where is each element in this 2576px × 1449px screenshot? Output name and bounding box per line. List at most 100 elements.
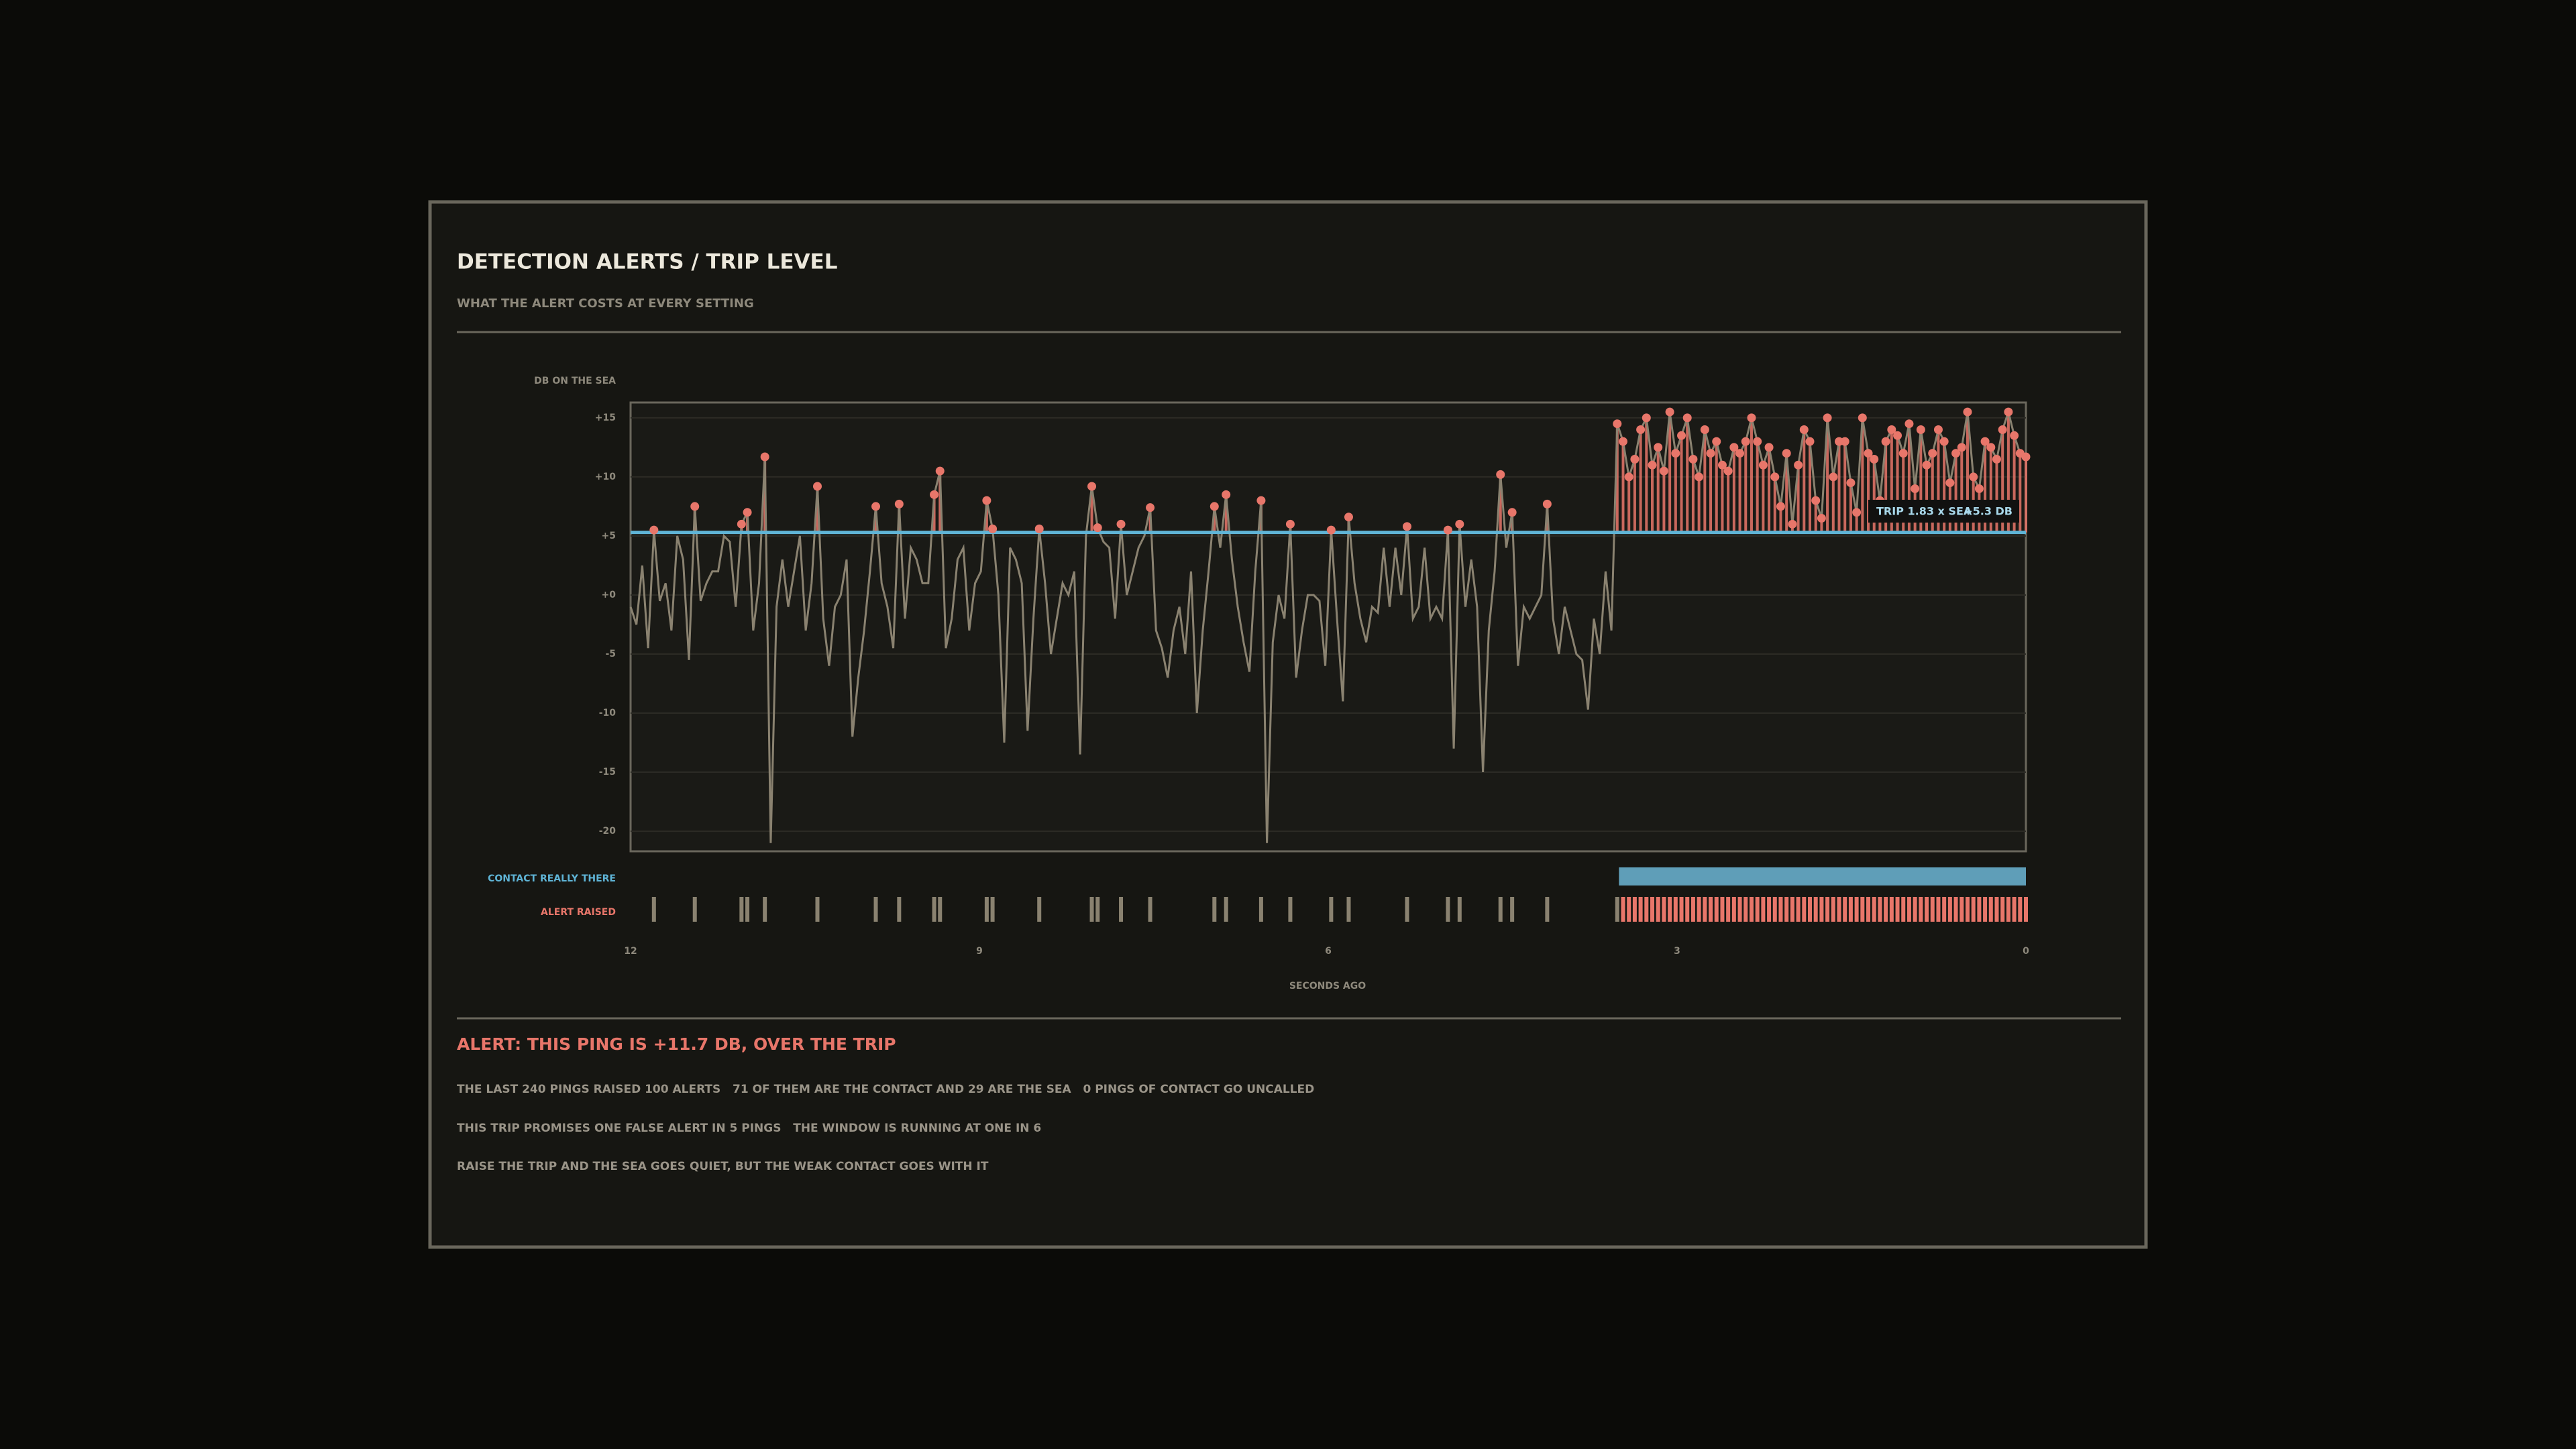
trip-value: +5.3 DB	[1964, 505, 2012, 518]
alert-dot	[1455, 519, 1464, 529]
alert-tick	[1656, 897, 1660, 922]
alert-dot	[1870, 455, 1879, 464]
alert-tick	[1726, 897, 1731, 922]
alert-tick	[1988, 897, 1993, 922]
alert-dot	[1642, 413, 1651, 423]
alert-dot	[1402, 522, 1411, 531]
alert-dot	[1998, 425, 2007, 434]
alert-dot	[1823, 413, 1832, 423]
alert-tick	[1258, 897, 1263, 922]
alert-dot	[1992, 455, 2001, 464]
alert-tick	[873, 897, 878, 922]
alert-dot	[1613, 419, 1622, 429]
alert-dot	[1951, 449, 1961, 458]
alert-dot	[812, 482, 822, 491]
alert-tick	[2006, 897, 2010, 922]
alert-dot	[1222, 490, 1231, 499]
alert-dot	[1093, 523, 1102, 533]
alert-tick	[1947, 897, 1952, 922]
alert-dot	[1146, 503, 1155, 513]
alert-dot	[1753, 437, 1762, 446]
alert-tick	[1545, 897, 1550, 922]
alert-dot	[1758, 460, 1768, 470]
alert-dot	[1087, 482, 1097, 491]
alert-tick	[1965, 897, 1970, 922]
alert-tick	[1790, 897, 1794, 922]
alert-dot	[1957, 443, 1966, 452]
alert-tick	[1872, 897, 1876, 922]
alert-tick	[1994, 897, 1999, 922]
alert-dot	[1764, 443, 1774, 452]
alert-tick	[1346, 897, 1351, 922]
alert-tick	[1813, 897, 1818, 922]
alert-dot	[760, 452, 769, 462]
alert-dot	[1945, 478, 1955, 488]
alert-tick	[1638, 897, 1643, 922]
y-tick-label: -5	[605, 649, 616, 659]
y-tick-label: -20	[599, 826, 616, 837]
alert-dot	[1256, 496, 1266, 505]
alert-dot	[1285, 519, 1295, 529]
alert-dot	[982, 496, 991, 505]
alert-tick	[1837, 897, 1841, 922]
plot-area	[629, 401, 2027, 853]
alert-tick	[1884, 897, 1888, 922]
alert-dot	[1887, 425, 1896, 434]
alert-tick	[692, 897, 697, 922]
alert-dot	[1344, 513, 1353, 522]
alert-tick	[1778, 897, 1783, 922]
note: THIS TRIP PROMISES ONE FALSE ALERT IN 5 …	[457, 1122, 1041, 1135]
alert-tick	[1960, 897, 1964, 922]
alert-tick	[1936, 897, 1941, 922]
alert-dot	[1741, 437, 1750, 446]
alert-dot	[1939, 437, 1949, 446]
x-tick-label: 9	[976, 946, 983, 957]
alert-tick	[1288, 897, 1293, 922]
title: DETECTION ALERTS / TRIP LEVEL	[457, 250, 837, 274]
alert-tick	[1737, 897, 1742, 922]
alert-tick	[1685, 897, 1690, 922]
alert-dot	[1799, 425, 1809, 434]
alert-tick	[1848, 897, 1853, 922]
alert-dot	[2021, 452, 2031, 462]
alert-tick	[1743, 897, 1748, 922]
alert-dot	[1507, 508, 1517, 517]
trip-name: TRIP 1.83 x SEA	[1876, 505, 1972, 518]
alert-dot	[1618, 437, 1627, 446]
alert-tick	[1819, 897, 1824, 922]
alert-tick	[1668, 897, 1672, 922]
alert-dot	[1858, 413, 1867, 423]
alert-dot	[743, 508, 752, 517]
note: THE LAST 240 PINGS RAISED 100 ALERTS 71 …	[457, 1083, 1314, 1096]
alert-tick	[1457, 897, 1462, 922]
alert-dot	[1659, 466, 1668, 476]
alert-tick	[1089, 897, 1094, 922]
alert-tick	[1119, 897, 1124, 922]
alert-dot	[1776, 502, 1785, 511]
alert-tick	[1913, 897, 1917, 922]
alert-dot	[1840, 437, 1849, 446]
alert-dot	[1706, 449, 1715, 458]
alert-tick	[1802, 897, 1807, 922]
alert-tick	[1627, 897, 1631, 922]
alert-dot	[1969, 472, 1978, 482]
alert-dot	[1986, 443, 1996, 452]
alert-dot	[1829, 472, 1838, 482]
alert-tick	[1784, 897, 1789, 922]
alert-dot	[988, 524, 998, 533]
alert-tick	[1662, 897, 1666, 922]
alert-dot	[1729, 443, 1739, 452]
alert-label: ALERT RAISED	[541, 907, 616, 918]
alert-tick	[1650, 897, 1655, 922]
alert-tick	[1212, 897, 1217, 922]
y-axis-label: DB ON THE SEA	[534, 376, 616, 386]
alert-dot	[935, 466, 945, 476]
alert-tick	[1703, 897, 1707, 922]
alert-tick	[1907, 897, 1911, 922]
alert-tick	[1831, 897, 1835, 922]
alert-dot	[1496, 470, 1505, 479]
alert-dot	[1671, 449, 1680, 458]
alert-tick	[1697, 897, 1701, 922]
alert-tick	[1405, 897, 1409, 922]
